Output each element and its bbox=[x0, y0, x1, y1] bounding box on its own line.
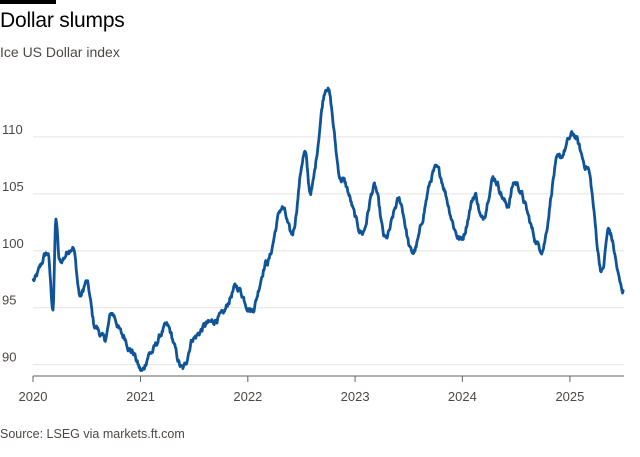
brand-top-bar bbox=[0, 0, 56, 4]
y-tick-label: 100 bbox=[2, 236, 24, 251]
x-tick-label: 2024 bbox=[448, 389, 477, 404]
chart-source: Source: LSEG via markets.ft.com bbox=[0, 427, 185, 441]
x-tick-label: 2023 bbox=[341, 389, 370, 404]
x-axis: 2020 2021 2022 2023 2024 2025 bbox=[19, 375, 624, 404]
x-tick-label: 2022 bbox=[233, 389, 262, 404]
y-tick-label: 110 bbox=[2, 122, 23, 137]
chart-subtitle: Ice US Dollar index bbox=[0, 44, 120, 60]
x-tick-label: 2021 bbox=[126, 389, 155, 404]
y-tick-label: 105 bbox=[2, 179, 24, 194]
y-tick-label: 90 bbox=[2, 350, 16, 365]
y-tick-label: 95 bbox=[2, 293, 16, 308]
chart-title: Dollar slumps bbox=[0, 9, 125, 32]
dollar-index-line bbox=[31, 86, 625, 372]
x-tick-label: 2020 bbox=[19, 389, 48, 404]
gridlines bbox=[33, 136, 624, 366]
x-tick-label: 2025 bbox=[555, 389, 584, 404]
y-axis: 90 95 100 105 110 bbox=[2, 122, 24, 365]
